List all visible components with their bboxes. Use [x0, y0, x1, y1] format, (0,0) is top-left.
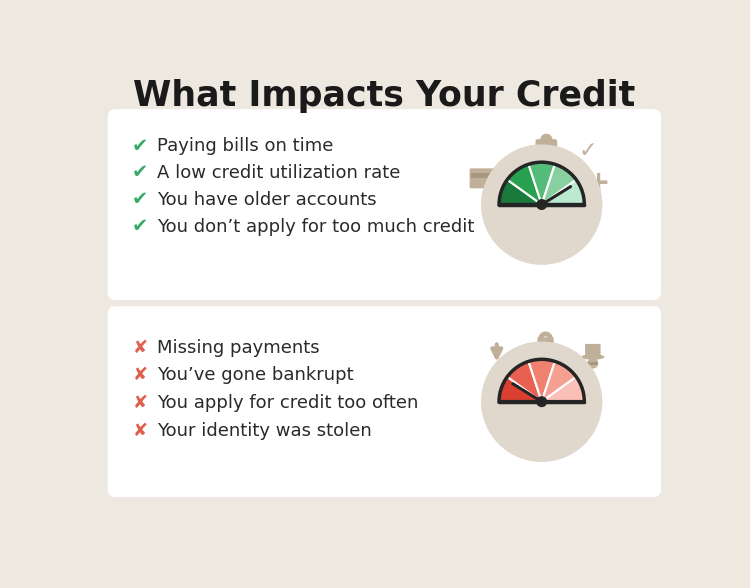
- Circle shape: [536, 396, 548, 407]
- Circle shape: [482, 145, 602, 265]
- Wedge shape: [542, 164, 576, 205]
- Text: You’ve gone bankrupt: You’ve gone bankrupt: [158, 366, 354, 385]
- Circle shape: [482, 342, 602, 462]
- Wedge shape: [499, 180, 542, 205]
- Wedge shape: [507, 362, 542, 402]
- Circle shape: [587, 358, 598, 369]
- Wedge shape: [542, 362, 576, 402]
- Text: Your identity was stolen: Your identity was stolen: [158, 422, 372, 440]
- Circle shape: [482, 342, 602, 462]
- FancyBboxPatch shape: [470, 168, 504, 188]
- Text: What Impacts Your Credit: What Impacts Your Credit: [134, 79, 635, 113]
- Text: You have older accounts: You have older accounts: [158, 191, 377, 209]
- Wedge shape: [499, 402, 584, 444]
- Text: ✘: ✘: [133, 339, 148, 357]
- FancyBboxPatch shape: [585, 344, 601, 358]
- FancyBboxPatch shape: [108, 306, 661, 497]
- FancyBboxPatch shape: [108, 109, 661, 300]
- Wedge shape: [499, 377, 542, 402]
- Text: ✔: ✔: [132, 136, 148, 155]
- Text: You apply for credit too often: You apply for credit too often: [158, 394, 419, 412]
- Text: A low credit utilization rate: A low credit utilization rate: [158, 164, 401, 182]
- Circle shape: [540, 133, 553, 146]
- Text: ✔: ✔: [132, 163, 148, 182]
- Wedge shape: [529, 162, 555, 205]
- Ellipse shape: [581, 355, 604, 360]
- Circle shape: [482, 145, 602, 265]
- Bar: [587, 362, 598, 366]
- Text: +: +: [587, 169, 610, 197]
- Bar: [471, 173, 502, 178]
- Text: Paying bills on time: Paying bills on time: [158, 137, 334, 155]
- FancyBboxPatch shape: [536, 139, 557, 153]
- Wedge shape: [507, 164, 542, 205]
- Text: ✔: ✔: [132, 218, 148, 236]
- Text: Missing payments: Missing payments: [158, 339, 320, 357]
- Text: ✘: ✘: [133, 394, 148, 412]
- Text: ✓: ✓: [579, 141, 598, 161]
- Text: ✔: ✔: [132, 191, 148, 209]
- Circle shape: [536, 199, 548, 210]
- Text: ✘: ✘: [133, 366, 148, 385]
- Text: ✘: ✘: [133, 422, 148, 440]
- Text: You don’t apply for too much credit: You don’t apply for too much credit: [158, 218, 475, 236]
- Wedge shape: [542, 180, 584, 205]
- Wedge shape: [529, 359, 555, 402]
- FancyBboxPatch shape: [538, 338, 554, 350]
- Wedge shape: [542, 377, 584, 402]
- Wedge shape: [499, 205, 584, 247]
